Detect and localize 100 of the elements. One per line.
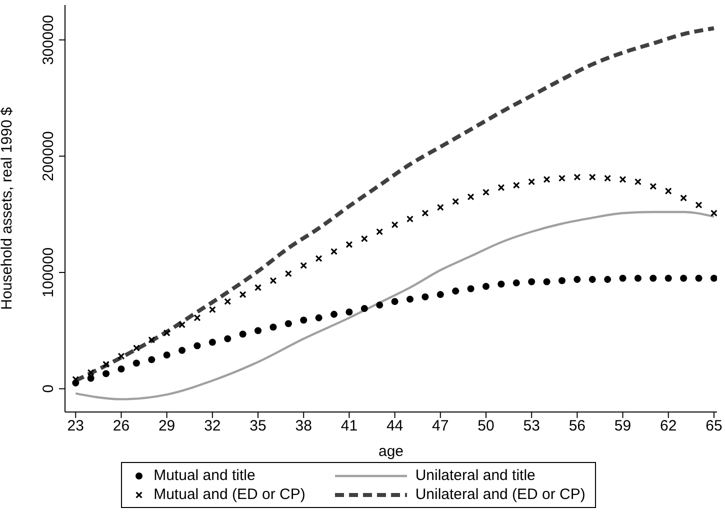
point [224, 335, 232, 342]
point [604, 276, 612, 283]
point [588, 276, 596, 283]
legend-label: Mutual and (ED or CP) [154, 486, 306, 503]
x-tick-label: 59 [614, 418, 632, 435]
point [72, 376, 80, 383]
point [239, 330, 246, 338]
y-tick-label: 100000 [40, 247, 57, 298]
point [406, 215, 414, 222]
point [239, 291, 246, 298]
point [695, 274, 702, 282]
point [87, 368, 94, 376]
point [558, 277, 566, 284]
x-tick-label: 23 [67, 418, 84, 435]
y-axis-title: Household assets, real 1990 $ [0, 106, 16, 310]
point [482, 188, 490, 196]
point [619, 176, 626, 183]
point [148, 336, 156, 344]
x-tick-label: 50 [478, 418, 494, 435]
point [467, 285, 474, 292]
x-tick-label: 32 [204, 418, 221, 435]
point [634, 178, 642, 186]
point [664, 188, 672, 195]
point [512, 182, 520, 189]
point [498, 184, 505, 192]
x-tick-label: 47 [432, 418, 449, 435]
point [619, 274, 626, 282]
point [422, 210, 429, 217]
point [346, 308, 353, 316]
point [208, 338, 216, 346]
point [132, 344, 140, 352]
point [224, 298, 232, 306]
point [680, 274, 688, 282]
point [194, 342, 201, 350]
x-tick-label: 65 [706, 418, 722, 435]
point [452, 288, 460, 295]
point [270, 324, 277, 331]
point [604, 174, 612, 182]
point [650, 182, 657, 190]
point [163, 329, 170, 336]
point [634, 274, 642, 282]
point [315, 255, 322, 262]
point [178, 321, 186, 328]
point [391, 221, 398, 228]
point [574, 276, 581, 283]
point [436, 291, 444, 298]
y-tick-label: 200000 [40, 131, 57, 182]
point [360, 304, 368, 312]
point [330, 310, 338, 318]
point [194, 314, 201, 322]
point [498, 280, 505, 288]
point [284, 320, 292, 328]
point [148, 356, 156, 364]
x-tick-label: 26 [112, 418, 130, 435]
point [360, 235, 368, 242]
point [558, 174, 566, 182]
point [163, 352, 170, 359]
y-tick-label: 300000 [40, 14, 57, 65]
point [254, 327, 262, 334]
point [664, 274, 672, 282]
point [650, 274, 657, 282]
point [695, 202, 702, 209]
point [588, 174, 596, 181]
point [330, 248, 338, 256]
point [315, 314, 322, 322]
point [391, 298, 398, 306]
point [528, 278, 536, 286]
point [467, 193, 474, 200]
point [528, 178, 536, 186]
point [710, 210, 717, 217]
x-tick-label: 44 [386, 418, 404, 435]
point [710, 274, 717, 282]
line-series [74, 210, 716, 400]
point [422, 293, 429, 300]
point [300, 262, 308, 269]
point [284, 270, 292, 278]
point [376, 228, 384, 236]
point [118, 365, 125, 372]
legend-label: Mutual and title [154, 467, 256, 484]
x-tick-label: 29 [158, 418, 176, 435]
point [680, 194, 688, 202]
point [178, 346, 186, 354]
point [300, 316, 308, 324]
point [118, 352, 125, 360]
point [254, 284, 262, 292]
point [376, 302, 384, 309]
y-tick-label: 0 [40, 384, 57, 393]
point [543, 176, 550, 183]
point [436, 204, 444, 211]
point [512, 279, 520, 286]
legend-label: Unilateral and title [415, 467, 536, 484]
point [102, 370, 110, 378]
x-tick-label: 56 [568, 418, 586, 435]
point [132, 360, 140, 367]
point [543, 278, 550, 286]
point [452, 198, 460, 206]
x-tick-label: 41 [340, 418, 358, 435]
x-tick-label: 38 [295, 418, 312, 435]
point [574, 174, 581, 181]
point [102, 360, 110, 368]
